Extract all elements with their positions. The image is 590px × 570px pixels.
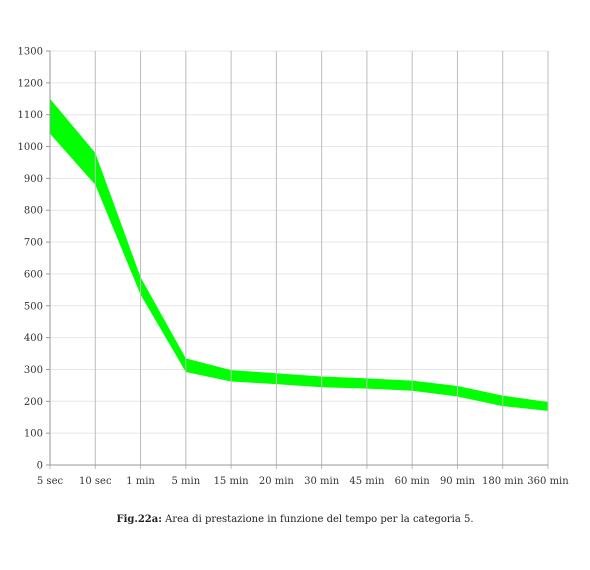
- y-axis-labels: 0 100 200 300 400 500 600 700 800 900 1000 1100 1200…: [18, 47, 43, 472]
- x-tick-label: 10 sec: [79, 476, 112, 487]
- x-tick-label: 5 min: [171, 476, 200, 487]
- caption-text: Area di prestazione in funzione del temp…: [161, 514, 474, 525]
- y-tick-label: 500: [24, 301, 43, 312]
- y-tick-label: 400: [24, 333, 43, 344]
- caption-label: Fig.22a:: [116, 514, 162, 525]
- y-tick-label: 200: [24, 397, 43, 408]
- y-tick-label: 0: [37, 461, 43, 472]
- chart-band-layer: [49, 98, 549, 411]
- x-tick-label: 20 min: [259, 476, 295, 487]
- y-tick-label: 300: [24, 365, 43, 376]
- x-tick-label: 360 min: [527, 476, 569, 487]
- y-tick-label: 900: [24, 174, 43, 185]
- x-axis-labels: 5 sec 10 sec 1 min 5 min 15 min 20 min 30 min 4…: [37, 476, 569, 487]
- chart-axes: [46, 50, 548, 466]
- y-tick-label: 600: [24, 269, 43, 280]
- y-tick-label: 800: [24, 206, 43, 217]
- y-tick-label: 1300: [18, 47, 43, 58]
- x-tick-label: 15 min: [214, 476, 250, 487]
- x-tick-label: 60 min: [395, 476, 431, 487]
- chart: 0 100 200 300 400 500 600 700 800 900 1000 1100 1200…: [18, 47, 570, 488]
- performance-band: [50, 98, 548, 411]
- x-tick-label: 5 sec: [37, 476, 64, 487]
- y-tick-label: 1200: [18, 78, 43, 89]
- y-tick-label: 1100: [18, 110, 43, 121]
- x-tick-label: 1 min: [126, 476, 155, 487]
- y-tick-label: 100: [24, 429, 43, 440]
- chart-category-lines: [49, 51, 549, 469]
- figure-caption: Fig.22a: Area di prestazione in funzione…: [0, 514, 590, 525]
- x-tick-label: 30 min: [304, 476, 340, 487]
- y-tick-label: 1000: [18, 142, 43, 153]
- y-tick-label: 700: [24, 238, 43, 249]
- x-tick-label: 45 min: [349, 476, 385, 487]
- x-tick-label: 180 min: [482, 476, 524, 487]
- x-tick-label: 90 min: [440, 476, 476, 487]
